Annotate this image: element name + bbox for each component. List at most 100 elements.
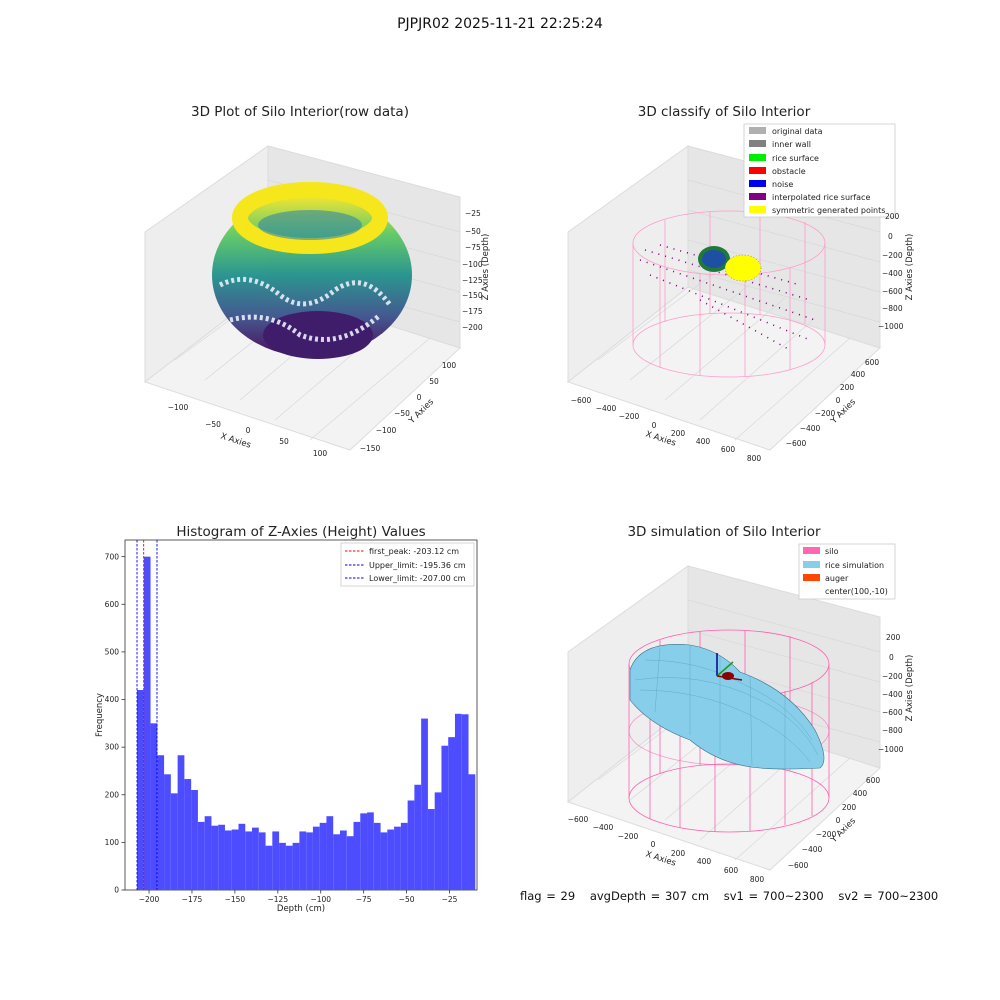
histogram-reference-lines: [136, 540, 158, 890]
raw-x-tick: 100: [313, 449, 328, 458]
simulation-z-ticks: 200 0 −200 −400 −600 −800 −1000: [878, 633, 904, 754]
classify-y-tick: −400: [800, 424, 821, 433]
flag-value: flag = 29: [520, 889, 576, 903]
legend-frame: [743, 123, 896, 218]
legend-label-upper: Upper_limit: -195.36 cm: [369, 561, 466, 570]
classify-x-tick: 0: [652, 421, 657, 430]
classify-z-tick: −1000: [878, 322, 904, 331]
simulation-x-tick: −400: [593, 823, 614, 832]
classify-z-tick: −400: [882, 269, 903, 278]
histogram-bar: [170, 793, 178, 890]
raw-y-tick: 100: [442, 361, 457, 370]
figure-title: PJPJR02 2025-11-21 22:25:24: [397, 16, 603, 32]
histogram-title: Histogram of Z-Axies (Height) Values: [176, 524, 425, 540]
simulation-z-tick: −800: [882, 726, 903, 735]
histogram-bar: [346, 836, 354, 890]
panel-classify-title: 3D classify of Silo Interior: [638, 104, 811, 120]
histogram-y-tick-label: 700: [105, 552, 120, 561]
histogram-bar: [454, 713, 462, 890]
classify-z-tick: −600: [882, 287, 903, 296]
legend-swatch-rice: [803, 561, 820, 568]
simulation-x-ticks: −600 −400 −200 0 200 400 600 800: [568, 815, 765, 884]
simulation-z-tick: 0: [889, 653, 894, 662]
histogram-bar: [387, 829, 395, 890]
histogram-bar: [143, 556, 151, 890]
raw-point-cloud: [212, 182, 412, 359]
legend-swatch-original: [749, 127, 766, 134]
histogram-bar: [211, 825, 219, 890]
histogram-bar: [400, 822, 408, 890]
histogram-bar: [306, 832, 313, 890]
histogram-bar: [434, 792, 442, 890]
raw-x-tick: 0: [246, 426, 251, 435]
histogram-bar: [414, 784, 422, 890]
legend-swatch-noise: [749, 180, 766, 187]
histogram-bar: [252, 827, 259, 890]
histogram-bar: [224, 830, 232, 890]
histogram-y-tick-label: 0: [114, 886, 119, 895]
histogram-bar: [245, 831, 253, 890]
raw-y-tick: −50: [394, 409, 410, 418]
cloud-bottom: [263, 311, 373, 359]
legend-label-silo: silo: [825, 547, 839, 556]
simulation-y-ticks: −600 −400 −200 0 200 400 600: [788, 776, 881, 870]
simulation-legend: silo rice simulation auger center(100,-1…: [798, 543, 896, 600]
legend-swatch-silo: [803, 547, 820, 554]
histogram-bar: [258, 832, 266, 890]
cloud-top-inner: [258, 210, 362, 240]
simulation-y-tick: 0: [836, 816, 841, 825]
simulation-x-tick: 0: [651, 840, 656, 849]
classify-z-tick: 0: [888, 232, 893, 241]
histogram-bar: [164, 774, 171, 890]
legend-label-inner-wall: inner wall: [772, 140, 811, 149]
histogram-bar: [204, 816, 212, 890]
simulation-y-tick: −200: [816, 830, 837, 839]
histogram-x-tick-label: −25: [442, 895, 458, 904]
raw-z-tick: −200: [462, 323, 483, 332]
raw-x-tick: −100: [168, 403, 189, 412]
histogram-bar: [468, 774, 476, 890]
classify-y-tick: 0: [836, 396, 841, 405]
classify-legend: original data inner wall rice surface ob…: [743, 123, 896, 218]
histogram-bar: [231, 829, 239, 890]
raw-y-tick: −150: [360, 444, 381, 453]
legend-swatch-obstacle: [749, 167, 766, 174]
panel-raw-data: 3D Plot of Silo Interior(row data) −100 …: [143, 104, 491, 458]
histogram-bar: [197, 821, 205, 890]
histogram-bar: [137, 690, 144, 890]
histogram-x-tick-label: −75: [356, 895, 372, 904]
raw-x-ticks: −100 −50 0 50 100: [168, 403, 328, 458]
legend-label-rice: rice simulation: [825, 561, 884, 570]
simulation-y-tick: 200: [842, 803, 857, 812]
histogram-x-label: Depth (cm): [277, 904, 325, 914]
raw-x-tick: −50: [205, 420, 221, 429]
histogram-bar: [319, 822, 327, 890]
histogram-bar: [157, 755, 165, 890]
simulation-x-tick: −600: [568, 815, 589, 824]
raw-y-tick: 0: [417, 393, 422, 402]
legend-label-first-peak: first_peak: -203.12 cm: [369, 547, 459, 556]
raw-z-tick: −25: [465, 209, 481, 218]
classify-x-tick: 400: [696, 437, 711, 446]
legend-label-lower: Lower_limit: -207.00 cm: [369, 574, 466, 583]
raw-z-ticks: −25 −50 −75 −100 −125 −150 −175 −200: [462, 209, 483, 332]
avg-depth-value: avgDepth = 307 cm: [589, 889, 710, 903]
raw-z-tick: −50: [465, 227, 481, 236]
raw-z-tick: −175: [462, 307, 483, 316]
histogram-bar: [299, 831, 307, 890]
histogram-bar: [333, 834, 340, 890]
histogram-x-ticks: −200 −175 −150 −125 −100 −75 −50 −25: [139, 890, 458, 904]
histogram-bar: [421, 718, 428, 890]
histogram-y-tick-label: 100: [105, 838, 120, 847]
histogram-bar: [339, 830, 347, 890]
legend-frame: [340, 542, 475, 587]
simulation-x-tick: 200: [671, 849, 686, 858]
histogram-bar: [461, 714, 469, 890]
classify-x-tick: 200: [671, 429, 686, 438]
histogram-bar: [448, 737, 455, 890]
raw-x-tick: 50: [279, 437, 289, 446]
histogram-bar: [191, 790, 198, 890]
classify-x-tick: −600: [571, 396, 592, 405]
histogram-bar: [285, 845, 293, 890]
